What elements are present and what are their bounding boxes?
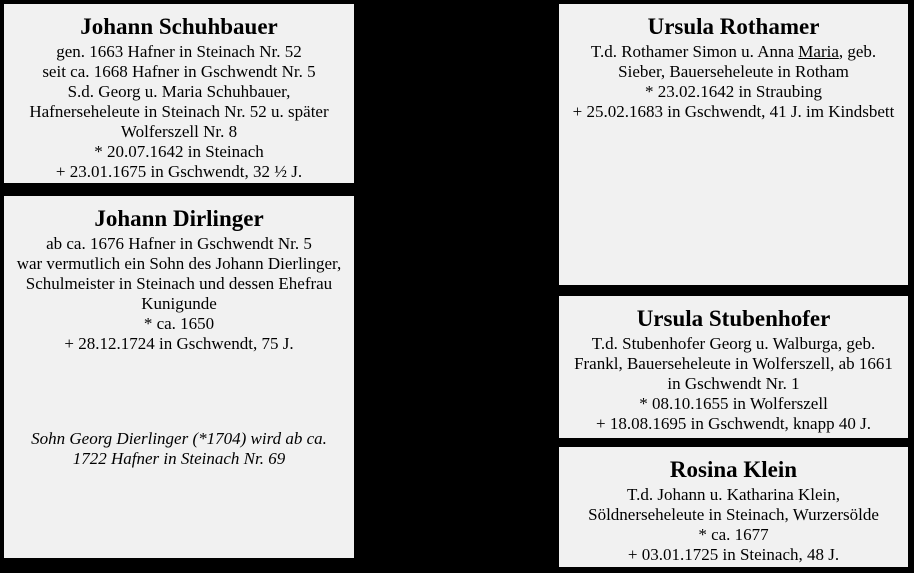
person-detail-line: Frankl, Bauerseheleute in Wolferszell, a… xyxy=(574,354,893,373)
person-birth-line: * 20.07.1642 in Steinach xyxy=(94,142,264,161)
person-birth-line: * 08.10.1655 in Wolferszell xyxy=(639,394,828,413)
person-death-line: + 18.08.1695 in Gschwendt, knapp 40 J. xyxy=(596,414,871,433)
person-detail-line: Hafnerseheleute in Steinach Nr. 52 u. sp… xyxy=(29,102,329,121)
person-detail-line: war vermutlich ein Sohn des Johann Dierl… xyxy=(16,254,342,273)
person-detail-line: Söldnerseheleute in Steinach, Wurzersöld… xyxy=(588,505,879,524)
person-name: Ursula Stubenhofer xyxy=(636,306,831,331)
person-detail-line: Wolferszell Nr. 8 xyxy=(120,122,238,141)
person-box-ursula-rothamer: Ursula Rothamer T.d. Rothamer Simon u. A… xyxy=(559,4,908,285)
person-note: Sohn Georg Dierlinger (*1704) wird ab ca… xyxy=(4,429,354,469)
person-box-rosina-klein: Rosina Klein T.d. Johann u. Katharina Kl… xyxy=(559,447,908,567)
underlined-name: Maria xyxy=(798,42,839,61)
person-death-line: + 25.02.1683 in Gschwendt, 41 J. im Kind… xyxy=(572,102,895,121)
person-detail-line: Kunigunde xyxy=(141,294,217,313)
person-box-ursula-stubenhofer: Ursula Stubenhofer T.d. Stubenhofer Geor… xyxy=(559,296,908,438)
person-box-johann-dirlinger: Johann Dirlinger ab ca. 1676 Hafner in G… xyxy=(4,196,354,558)
person-detail-line: S.d. Georg u. Maria Schuhbauer, xyxy=(67,82,291,101)
person-detail-line: T.d. Johann u. Katharina Klein, xyxy=(626,485,841,504)
detail-text: T.d. Rothamer Simon u. Anna xyxy=(590,42,799,61)
person-detail-line: T.d. Stubenhofer Georg u. Walburga, geb. xyxy=(591,334,876,353)
person-detail-line: seit ca. 1668 Hafner in Gschwendt Nr. 5 xyxy=(42,62,316,81)
person-note-line: 1722 Hafner in Steinach Nr. 69 xyxy=(72,449,286,468)
person-box-johann-schuhbauer: Johann Schuhbauer gen. 1663 Hafner in St… xyxy=(4,4,354,183)
person-death-line: + 03.01.1725 in Steinach, 48 J. xyxy=(627,545,840,564)
person-detail-line: ab ca. 1676 Hafner in Gschwendt Nr. 5 xyxy=(46,234,312,253)
person-detail-line: Sieber, Bauerseheleute in Rotham xyxy=(618,62,849,81)
person-birth-line: * ca. 1677 xyxy=(698,525,769,544)
person-name: Ursula Rothamer xyxy=(647,14,820,39)
person-name: Rosina Klein xyxy=(669,457,798,482)
person-detail-line: in Gschwendt Nr. 1 xyxy=(667,374,800,393)
person-death-line: + 23.01.1675 in Gschwendt, 32 ½ J. xyxy=(55,162,303,181)
detail-text: , geb. xyxy=(838,42,877,61)
person-detail-line: T.d. Rothamer Simon u. Anna Maria, geb. xyxy=(559,42,908,62)
person-name: Johann Dirlinger xyxy=(94,206,264,231)
person-note-line: Sohn Georg Dierlinger (*1704) wird ab ca… xyxy=(31,429,327,448)
person-detail-line: Schulmeister in Steinach und dessen Ehef… xyxy=(25,274,333,293)
person-detail-line: gen. 1663 Hafner in Steinach Nr. 52 xyxy=(56,42,302,61)
person-death-line: + 28.12.1724 in Gschwendt, 75 J. xyxy=(64,334,294,353)
person-birth-line: * 23.02.1642 in Straubing xyxy=(644,82,823,101)
person-birth-line: * ca. 1650 xyxy=(143,314,215,333)
person-name: Johann Schuhbauer xyxy=(80,14,278,39)
